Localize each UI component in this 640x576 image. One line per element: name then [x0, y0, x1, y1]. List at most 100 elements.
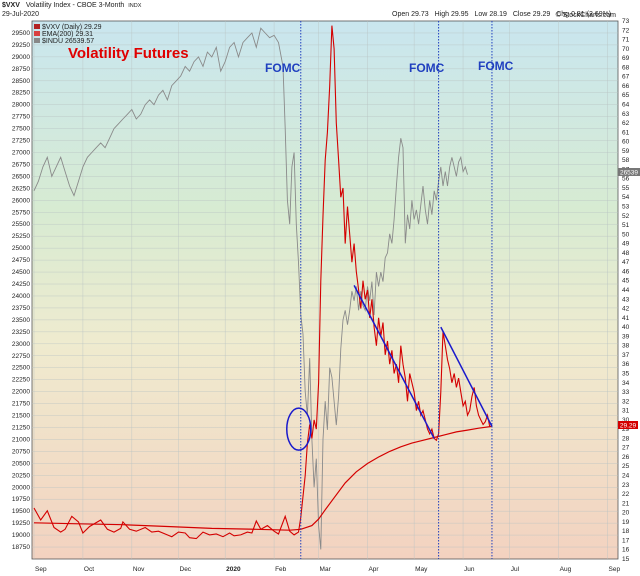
left-tick-label: 19250	[12, 520, 30, 527]
x-tick-label: Feb	[275, 566, 287, 573]
left-tick-label: 27250	[12, 138, 30, 145]
right-tick-label: 50	[622, 231, 630, 238]
vxv-series-line	[33, 25, 492, 540]
right-tick-label: 49	[622, 241, 630, 248]
right-tick-label: 72	[622, 27, 630, 34]
right-axis: 7372717069686766656463626160595857565554…	[622, 18, 630, 563]
right-tick-label: 15	[622, 556, 630, 563]
right-tick-label: 30	[622, 417, 630, 424]
right-tick-label: 48	[622, 250, 630, 257]
x-axis: Sep Oct Nov Dec 2020 Feb Mar Apr May Jun Jul Aug Sep	[35, 566, 621, 573]
legend-vxv: $VXV (Daily) 29.29	[42, 24, 102, 31]
right-tick-label: 62	[622, 120, 630, 127]
x-tick-label: Apr	[368, 566, 379, 573]
right-tick-label: 68	[622, 64, 630, 71]
right-tick-label: 60	[622, 139, 630, 146]
right-tick-label: 20	[622, 510, 630, 517]
right-tick-label: 41	[622, 315, 630, 322]
fomc-label-1: FOMC	[265, 61, 301, 75]
left-tick-label: 21500	[12, 413, 30, 420]
left-axis: 29500 29250 29000 28750 28500 28250 28000 27750…	[12, 30, 30, 551]
annotation-title: Volatility Futures	[68, 45, 189, 62]
ema200-series-line	[33, 425, 493, 531]
price-tag-right: 29.29	[620, 423, 637, 430]
right-tick-label: 21	[622, 500, 630, 507]
right-tick-label: 29	[622, 426, 630, 433]
right-tick-label: 54	[622, 194, 630, 201]
grid-layer	[32, 21, 618, 559]
x-tick-label: Mar	[320, 566, 332, 573]
left-tick-label: 28000	[12, 102, 30, 109]
right-tick-label: 39	[622, 333, 630, 340]
left-tick-label: 22500	[12, 365, 30, 372]
right-tick-label: 36	[622, 361, 630, 368]
right-tick-label: 17	[622, 537, 630, 544]
stockcharts-watermark: © StockCharts.com	[556, 11, 617, 19]
right-tick-label: 34	[622, 380, 630, 387]
trendline	[440, 326, 493, 427]
left-tick-label: 20000	[12, 484, 30, 491]
right-tick-label: 35	[622, 370, 630, 377]
left-tick-label: 20750	[12, 448, 30, 455]
right-tick-label: 46	[622, 268, 630, 275]
right-tick-label: 22	[622, 491, 630, 498]
left-tick-label: 27750	[12, 114, 30, 121]
left-tick-label: 23750	[12, 305, 30, 312]
price-tag-indu: 26539	[620, 170, 638, 177]
right-tick-label: 69	[622, 55, 630, 62]
x-tick-label: Sep	[35, 566, 47, 573]
right-tick-label: 56	[622, 176, 630, 183]
right-tick-label: 25	[622, 463, 630, 470]
right-tick-label: 18	[622, 528, 630, 535]
indu-series-line	[33, 27, 468, 550]
left-tick-label: 24250	[12, 281, 30, 288]
left-tick-label: 29250	[12, 42, 30, 49]
x-tick-label: Aug	[560, 566, 572, 573]
left-tick-label: 26750	[12, 161, 30, 168]
left-tick-label: 22750	[12, 353, 30, 360]
right-tick-label: 32	[622, 398, 630, 405]
legend-swatch-indu	[34, 38, 40, 43]
left-tick-label: 29500	[12, 30, 30, 37]
right-tick-label: 37	[622, 352, 630, 359]
right-tick-label: 70	[622, 46, 630, 53]
left-tick-label: 20500	[12, 460, 30, 467]
trendline	[353, 285, 435, 439]
left-tick-label: 20250	[12, 472, 30, 479]
left-tick-label: 25250	[12, 233, 30, 240]
right-tick-label: 67	[622, 74, 630, 81]
highlight-circle	[286, 407, 312, 451]
left-tick-label: 19500	[12, 508, 30, 515]
left-tick-label: 26000	[12, 197, 30, 204]
x-tick-label: Jul	[511, 566, 520, 573]
left-tick-label: 23250	[12, 329, 30, 336]
right-tick-label: 51	[622, 222, 630, 229]
right-tick-label: 24	[622, 473, 630, 480]
right-tick-label: 42	[622, 306, 630, 313]
left-tick-label: 23500	[12, 317, 30, 324]
exchange-text: INDX	[128, 3, 141, 9]
left-tick-label: 19750	[12, 496, 30, 503]
right-tick-label: 31	[622, 408, 630, 415]
legend-swatch-ema	[34, 31, 40, 36]
price-tag-right-bg	[618, 421, 638, 429]
fomc-label-2: FOMC	[409, 61, 445, 75]
legend-swatch-vxv	[34, 24, 40, 29]
right-tick-label: 19	[622, 519, 630, 526]
right-tick-label: 44	[622, 287, 630, 294]
fomc-markers	[300, 21, 493, 559]
left-tick-label: 24500	[12, 269, 30, 276]
left-tick-label: 18750	[12, 544, 30, 551]
right-tick-label: 61	[622, 129, 630, 136]
left-tick-label: 24000	[12, 293, 30, 300]
left-tick-label: 26500	[12, 173, 30, 180]
right-tick-label: 43	[622, 296, 630, 303]
price-tag-left-bg	[618, 168, 640, 176]
x-tick-label: Oct	[84, 566, 94, 573]
right-tick-label: 73	[622, 18, 630, 25]
left-tick-label: 28250	[12, 90, 30, 97]
left-tick-label: 21000	[12, 436, 30, 443]
left-tick-label: 28750	[12, 66, 30, 73]
index-name: Volatility Index - CBOE 3-Month	[26, 2, 125, 9]
